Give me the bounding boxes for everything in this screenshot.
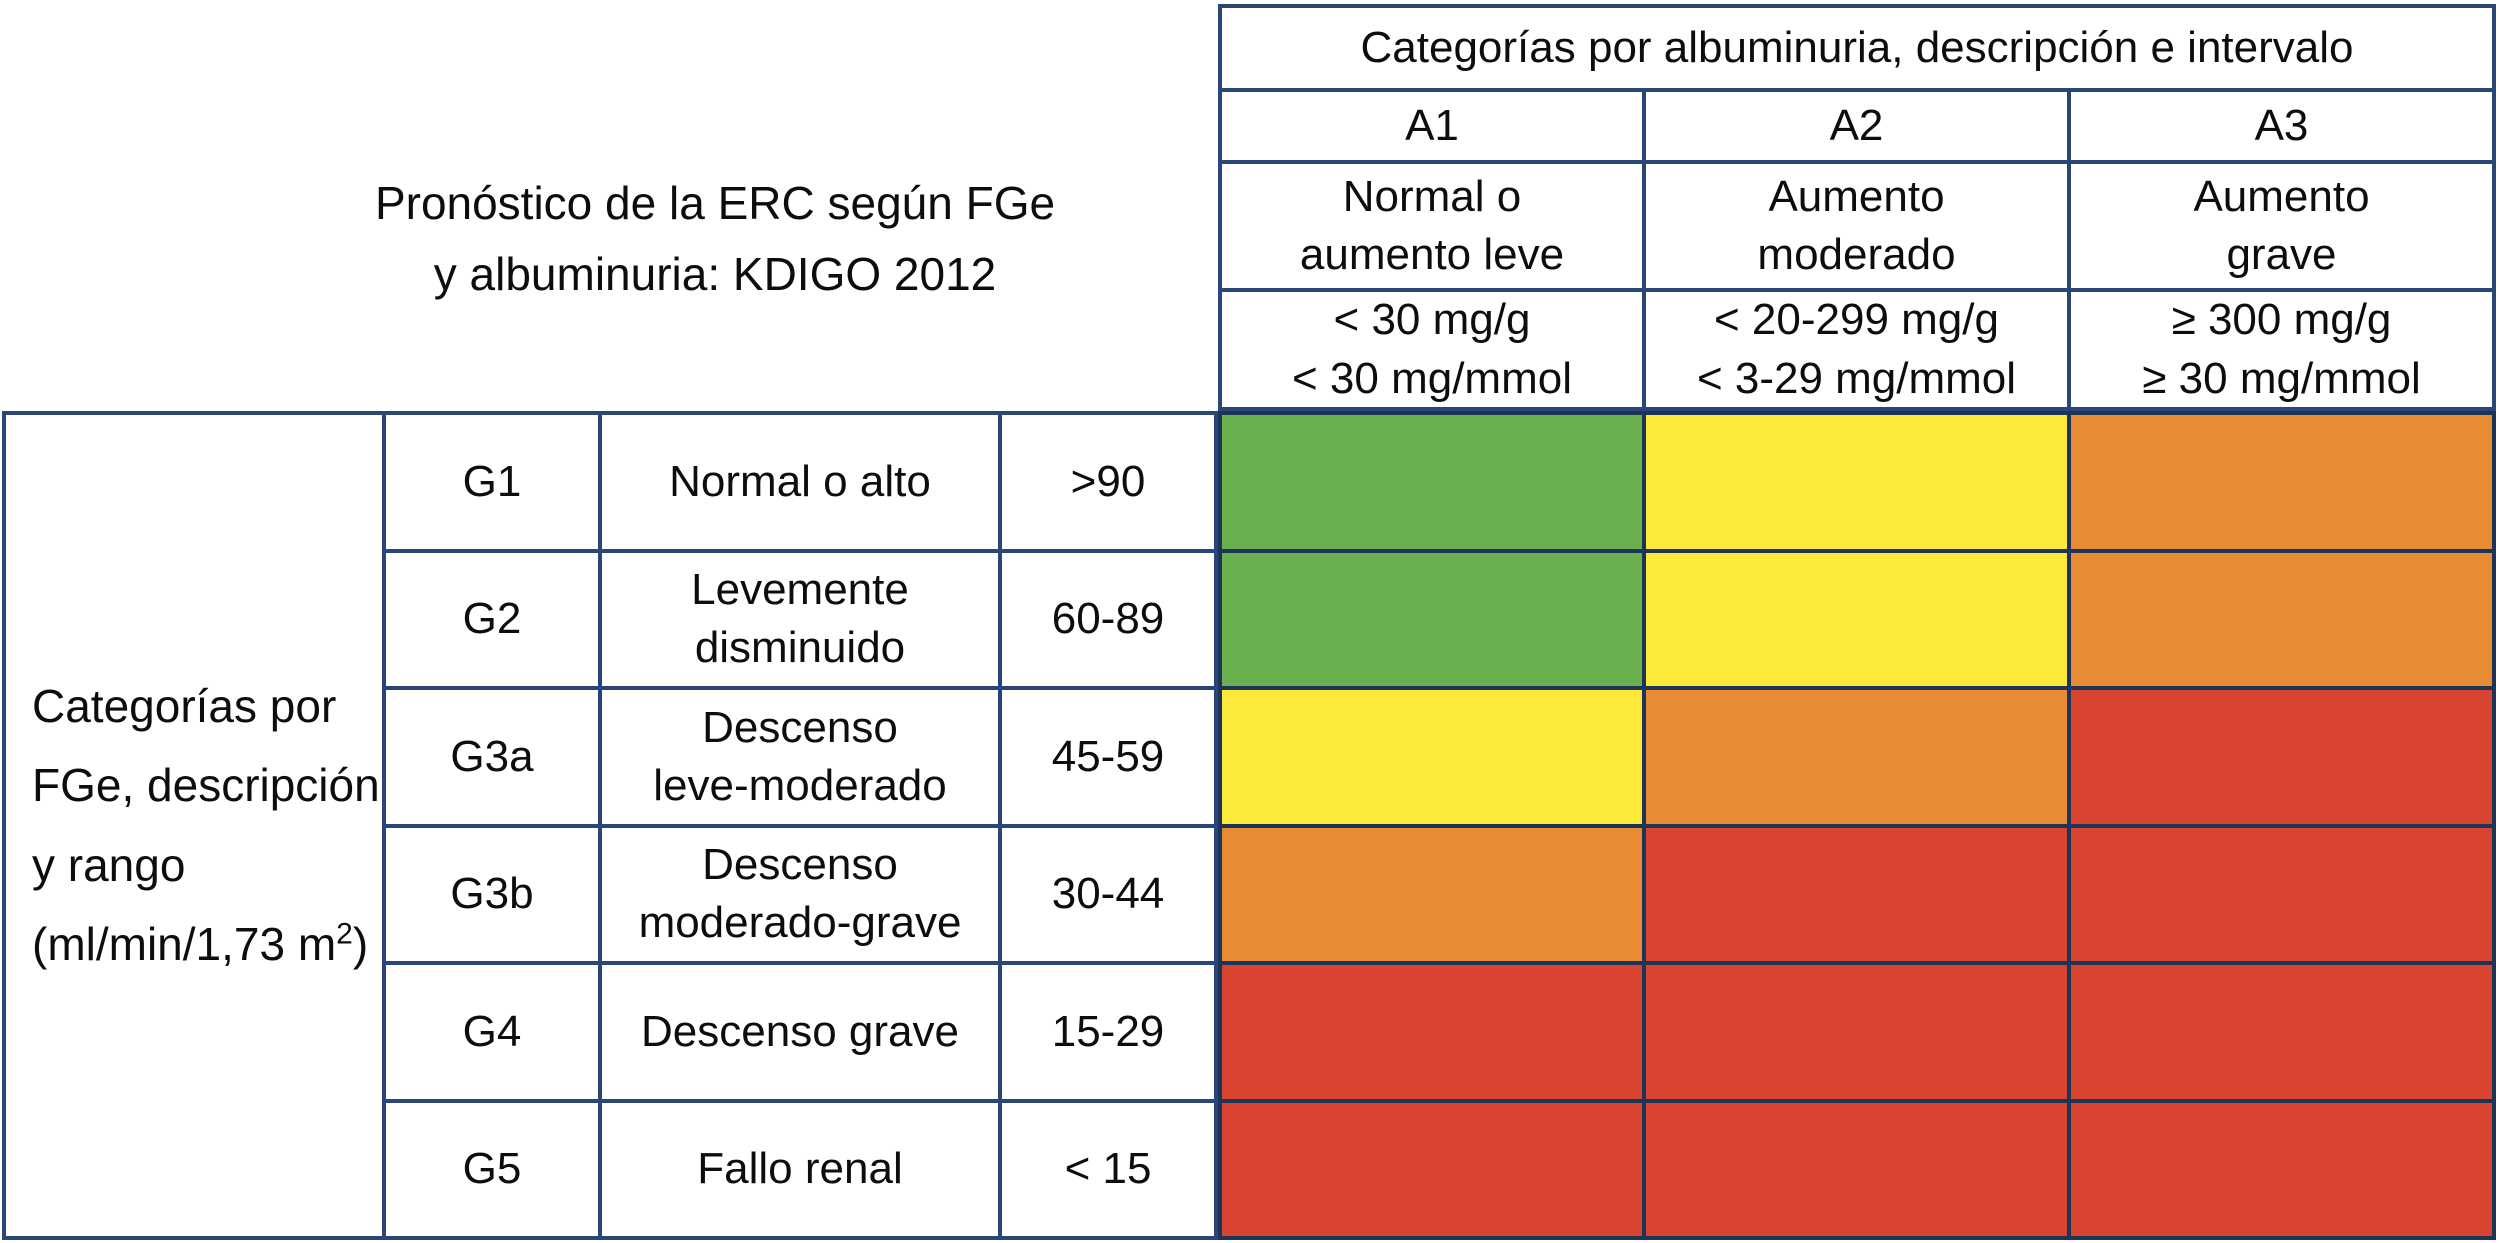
fge-range-g1: >90 [1002, 415, 1214, 549]
fge-description-g5: Fallo renal [602, 1102, 998, 1236]
fge-axis-label-close: ) [352, 917, 369, 970]
risk-cell-g5-a1 [1222, 1102, 1642, 1236]
risk-cell-g5-a3 [2071, 1102, 2492, 1236]
fge-range-g5: < 15 [1002, 1102, 1214, 1236]
albuminuria-description-a2: Aumento moderado [1646, 164, 2067, 288]
albuminuria-interval-a2: < 20-299 mg/g < 3-29 mg/mmol [1646, 292, 2067, 407]
fge-code-g4: G4 [386, 965, 598, 1099]
fge-range-g4: 15-29 [1002, 965, 1214, 1099]
albuminuria-code-a2: A2 [1646, 92, 2067, 160]
risk-cell-g3b-a3 [2071, 827, 2492, 961]
risk-cell-g3a-a2 [1646, 690, 2067, 824]
risk-cell-g3a-a3 [2071, 690, 2492, 824]
fge-axis-label: Categorías por FGe, descripción y rango … [6, 415, 382, 1236]
fge-description-g4: Descenso grave [602, 965, 998, 1099]
risk-cell-g2-a2 [1646, 552, 2067, 686]
fge-axis-label-line2: FGe, descripción [32, 759, 380, 812]
figure-title: Pronóstico de la ERC según FGe y albumin… [290, 168, 1140, 311]
fge-range-g3a: 45-59 [1002, 690, 1214, 824]
risk-cell-g2-a1 [1222, 552, 1642, 686]
albuminuria-code-a1: A1 [1222, 92, 1642, 160]
albuminuria-code-a3: A3 [2071, 92, 2492, 160]
risk-cell-g3b-a2 [1646, 827, 2067, 961]
risk-cell-g1-a3 [2071, 415, 2492, 549]
figure-title-line1: Pronóstico de la ERC según FGe [374, 177, 1056, 229]
risk-cell-g4-a1 [1222, 965, 1642, 1099]
risk-cell-g1-a2 [1646, 415, 2067, 549]
risk-cell-g2-a3 [2071, 552, 2492, 686]
fge-axis-label-line4: (ml/min/1,73 m2) [32, 905, 368, 984]
risk-cell-g4-a3 [2071, 965, 2492, 1099]
fge-axis-label-superscript: 2 [336, 917, 353, 951]
risk-cell-g4-a2 [1646, 965, 2067, 1099]
risk-grid [1218, 411, 2496, 1240]
fge-axis-label-line1: Categorías por [32, 680, 337, 733]
fge-description-g3b: Descenso moderado-grave [602, 827, 998, 961]
risk-cell-g1-a1 [1222, 415, 1642, 549]
fge-description-g1: Normal o alto [602, 415, 998, 549]
albuminuria-description-a3: Aumento grave [2071, 164, 2492, 288]
fge-description-g3a: Descenso leve-moderado [602, 690, 998, 824]
fge-axis-label-line3: y rango [32, 838, 186, 891]
fge-code-g3b: G3b [386, 827, 598, 961]
risk-cell-g5-a2 [1646, 1102, 2067, 1236]
risk-cell-g3b-a1 [1222, 827, 1642, 961]
albuminuria-description-a1: Normal o aumento leve [1222, 164, 1642, 288]
albuminuria-table: Categorías por albuminuria, descripción … [1218, 4, 2496, 411]
figure-title-line2: y albuminuria: KDIGO 2012 [433, 248, 997, 301]
fge-range-g3b: 30-44 [1002, 827, 1214, 961]
fge-table: Categorías por FGe, descripción y rango … [2, 411, 1218, 1240]
fge-code-g3a: G3a [386, 690, 598, 824]
fge-code-g5: G5 [386, 1102, 598, 1236]
risk-cell-g3a-a1 [1222, 690, 1642, 824]
albuminuria-header: Categorías por albuminuria, descripción … [1222, 8, 2492, 88]
fge-description-g2: Levemente disminuido [602, 552, 998, 686]
fge-axis-label-unit: (ml/min/1,73 m [32, 917, 337, 970]
albuminuria-interval-a3: ≥ 300 mg/g ≥ 30 mg/mmol [2071, 292, 2492, 407]
fge-code-g2: G2 [386, 552, 598, 686]
albuminuria-interval-a1: < 30 mg/g < 30 mg/mmol [1222, 292, 1642, 407]
fge-range-g2: 60-89 [1002, 552, 1214, 686]
fge-code-g1: G1 [386, 415, 598, 549]
